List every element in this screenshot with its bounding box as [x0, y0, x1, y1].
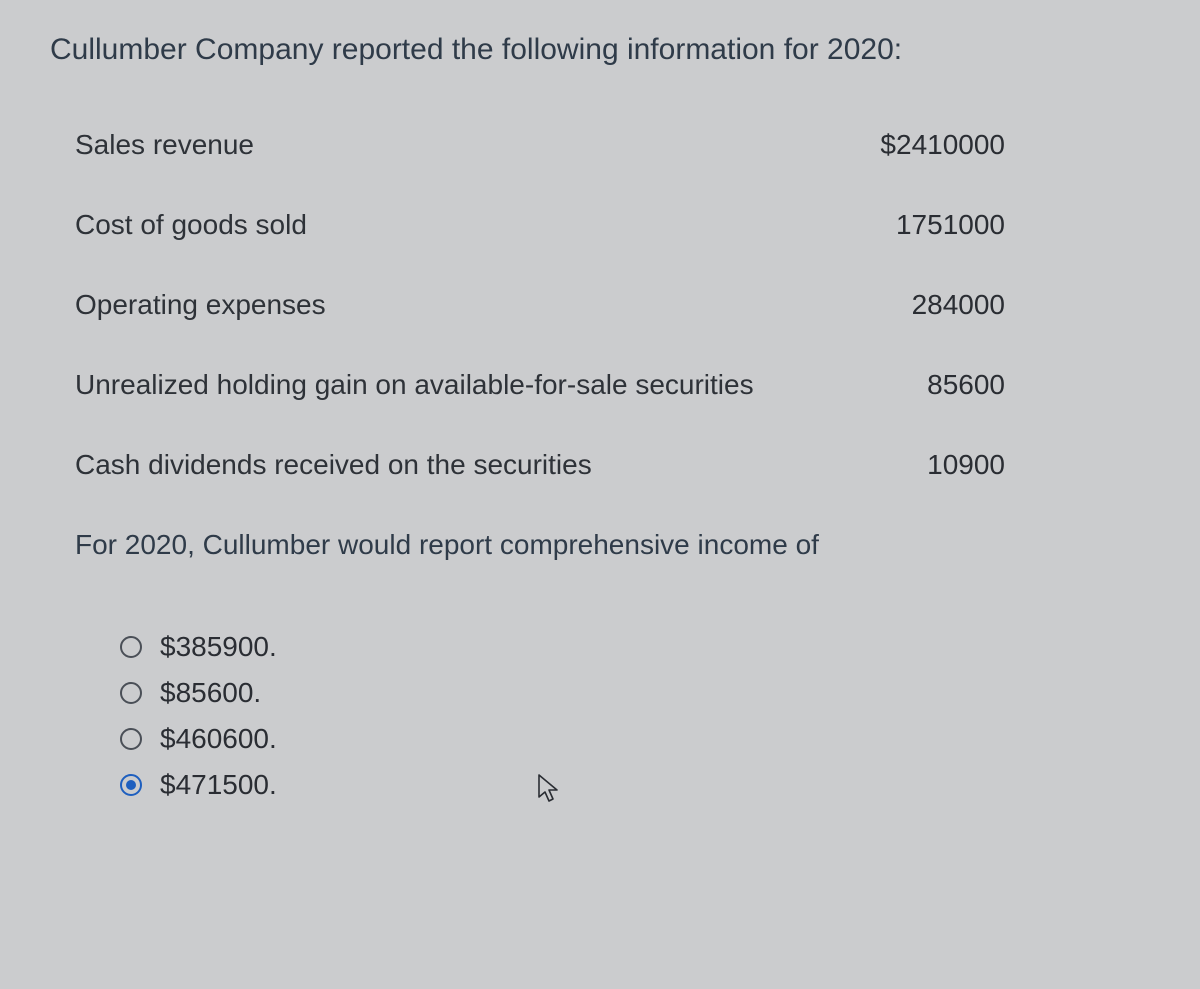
- option-label: $85600.: [160, 677, 261, 709]
- radio-icon[interactable]: [120, 774, 142, 796]
- table-row: Unrealized holding gain on available-for…: [75, 369, 1005, 401]
- row-label: Unrealized holding gain on available-for…: [75, 369, 754, 401]
- option-3[interactable]: $460600.: [120, 723, 1150, 755]
- option-1[interactable]: $385900.: [120, 631, 1150, 663]
- radio-icon[interactable]: [120, 682, 142, 704]
- row-label: Cost of goods sold: [75, 209, 307, 241]
- answer-options: $385900. $85600. $460600. $471500.: [120, 631, 1150, 801]
- table-row: Operating expenses 284000: [75, 289, 1005, 321]
- row-value: 10900: [825, 449, 1005, 481]
- option-label: $460600.: [160, 723, 277, 755]
- question-text: For 2020, Cullumber would report compreh…: [75, 529, 1150, 561]
- prompt-text: Cullumber Company reported the following…: [50, 30, 1150, 69]
- table-row: Sales revenue $2410000: [75, 129, 1005, 161]
- table-row: Cost of goods sold 1751000: [75, 209, 1005, 241]
- row-label: Operating expenses: [75, 289, 326, 321]
- option-2[interactable]: $85600.: [120, 677, 1150, 709]
- row-value: 85600: [825, 369, 1005, 401]
- row-value: 284000: [825, 289, 1005, 321]
- table-row: Cash dividends received on the securitie…: [75, 449, 1005, 481]
- row-value: $2410000: [825, 129, 1005, 161]
- option-label: $385900.: [160, 631, 277, 663]
- row-label: Cash dividends received on the securitie…: [75, 449, 592, 481]
- financial-table: Sales revenue $2410000 Cost of goods sol…: [75, 129, 1005, 481]
- row-label: Sales revenue: [75, 129, 254, 161]
- radio-icon[interactable]: [120, 636, 142, 658]
- option-4[interactable]: $471500.: [120, 769, 1150, 801]
- radio-icon[interactable]: [120, 728, 142, 750]
- quiz-page: Cullumber Company reported the following…: [0, 0, 1200, 989]
- option-label: $471500.: [160, 769, 277, 801]
- row-value: 1751000: [825, 209, 1005, 241]
